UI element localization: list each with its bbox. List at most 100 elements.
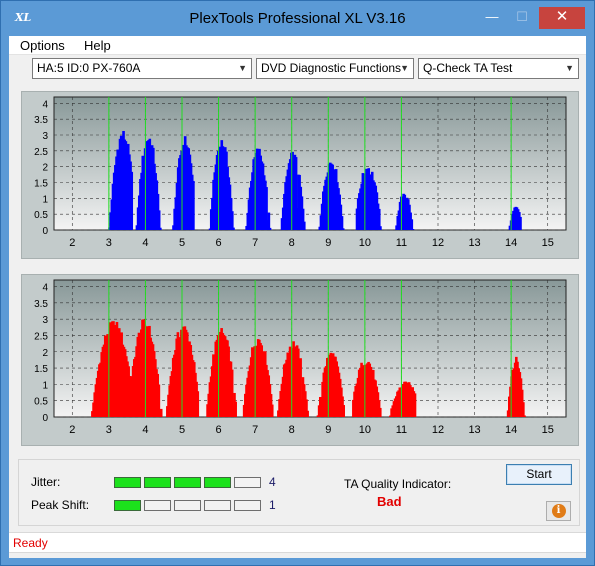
histogram-bar [157, 384, 161, 417]
histogram-bar [230, 369, 234, 417]
pit-jitter-chart: 0 0.5 1 1.5 2 2.5 3 3.5 4 2 3 4 5 6 7 8 9 10 11 12 13 14 15 [21, 274, 579, 446]
x-tick-label: 3 [106, 424, 112, 436]
histogram-bar [159, 408, 163, 417]
histogram-bar [130, 171, 134, 230]
histogram-bar [318, 396, 322, 417]
menu-bar: Options Help [9, 36, 586, 55]
x-tick-label: 7 [252, 237, 258, 249]
y-tick-label: 0.5 [34, 397, 48, 408]
x-tick-label: 9 [325, 424, 331, 436]
chevron-down-icon: ▼ [565, 63, 574, 73]
histogram-bar [302, 221, 306, 230]
histogram-bar [342, 405, 346, 417]
histogram-bar [157, 210, 161, 230]
histogram-bar [265, 187, 268, 230]
x-tick-label: 9 [325, 237, 331, 249]
histogram-bar [403, 194, 407, 230]
close-button[interactable]: ✕ [539, 7, 585, 29]
peak-shift-label: Peak Shift: [31, 498, 90, 512]
drive-select[interactable]: HA:5 ID:0 PX-760A ▼ [32, 58, 252, 79]
x-tick-label: 2 [69, 424, 75, 436]
y-tick-label: 2.5 [34, 147, 48, 158]
histogram-bar [341, 228, 345, 230]
peak-shift-meter-segment [204, 500, 231, 511]
menu-options[interactable]: Options [20, 38, 65, 53]
status-text: Ready [13, 536, 48, 550]
x-tick-label: 5 [179, 424, 185, 436]
jitter-meter-segment [114, 477, 141, 488]
y-tick-label: 3.5 [34, 115, 48, 126]
y-tick-label: 3.5 [34, 299, 48, 310]
histogram-bar [234, 401, 237, 417]
histogram-bar [231, 211, 234, 230]
x-tick-label: 7 [252, 424, 258, 436]
peak-shift-meter-segment [114, 500, 141, 511]
plextools-logo-icon: XL [15, 11, 32, 24]
histogram-bar [232, 227, 235, 230]
x-tick-label: 10 [359, 424, 371, 436]
x-tick-label: 3 [106, 237, 112, 249]
histogram-bar [196, 391, 200, 417]
x-tick-label: 15 [542, 424, 554, 436]
start-button[interactable]: Start [506, 464, 572, 485]
x-tick-label: 14 [505, 424, 517, 436]
histogram-bar [268, 227, 272, 230]
y-tick-label: 0 [42, 226, 48, 237]
histogram-bar [377, 208, 381, 230]
test-select[interactable]: Q-Check TA Test ▼ [418, 58, 579, 79]
histogram-bar [192, 180, 195, 230]
x-tick-label: 4 [142, 237, 148, 249]
x-tick-label: 6 [216, 424, 222, 436]
histogram-bar [305, 399, 308, 417]
histogram-bar [378, 407, 382, 417]
y-tick-label: 2 [42, 348, 48, 359]
title-bar[interactable]: XL PlexTools Professional XL V3.16 — ☐ ✕ [1, 1, 594, 36]
x-tick-label: 11 [396, 424, 407, 436]
x-tick-label: 10 [359, 237, 371, 249]
y-tick-label: 3 [42, 131, 48, 142]
maximize-button: ☐ [516, 9, 528, 24]
histogram-bar [413, 393, 417, 417]
x-tick-label: 4 [142, 424, 148, 436]
jitter-label: Jitter: [31, 475, 61, 489]
histogram-bar [367, 168, 371, 230]
histogram-bar [159, 227, 162, 230]
menu-help[interactable]: Help [84, 38, 111, 53]
histogram-bar [306, 410, 309, 417]
ta-quality-label: TA Quality Indicator: [344, 477, 452, 491]
histogram-bar [294, 157, 298, 230]
jitter-meter-segment [234, 477, 261, 488]
histogram-bar [410, 219, 414, 230]
chevron-down-icon: ▼ [400, 63, 409, 73]
minimize-button[interactable]: — [485, 9, 499, 24]
land-chart-svg: 0 0.5 1 1.5 2 2.5 3 3.5 4 2 3 4 5 6 7 8 9 10 11 12 13 14 15 [34, 96, 567, 249]
histogram-bar [288, 346, 292, 417]
x-tick-label: 2 [69, 237, 75, 249]
info-icon: i [551, 504, 566, 518]
info-button[interactable]: i [546, 501, 571, 521]
results-group: Jitter: 4 Peak Shift: 1 TA Quality Indic… [18, 459, 580, 526]
x-tick-label: 13 [468, 237, 480, 249]
peak-shift-value: 1 [269, 498, 276, 512]
histogram-bar [270, 404, 274, 417]
histogram-bar [340, 216, 344, 230]
y-tick-label: 2.5 [34, 331, 48, 342]
y-tick-label: 1.5 [34, 179, 48, 190]
x-tick-label: 8 [289, 424, 295, 436]
histogram-bar [301, 208, 305, 230]
x-tick-label: 14 [505, 237, 517, 249]
ta-quality-value: Bad [377, 494, 402, 509]
peak-shift-meter-segment [144, 500, 171, 511]
jitter-meter-segment [174, 477, 201, 488]
y-tick-label: 4 [42, 283, 48, 294]
window-title: PlexTools Professional XL V3.16 [189, 10, 406, 27]
histogram-bar [299, 358, 302, 417]
y-tick-label: 1 [42, 380, 48, 391]
function-select[interactable]: DVD Diagnostic Functions ▼ [256, 58, 414, 79]
x-tick-label: 11 [396, 237, 407, 249]
x-tick-label: 12 [432, 237, 444, 249]
jitter-meter-segment [204, 477, 231, 488]
y-tick-label: 2 [42, 163, 48, 174]
histogram-bar [523, 415, 526, 417]
